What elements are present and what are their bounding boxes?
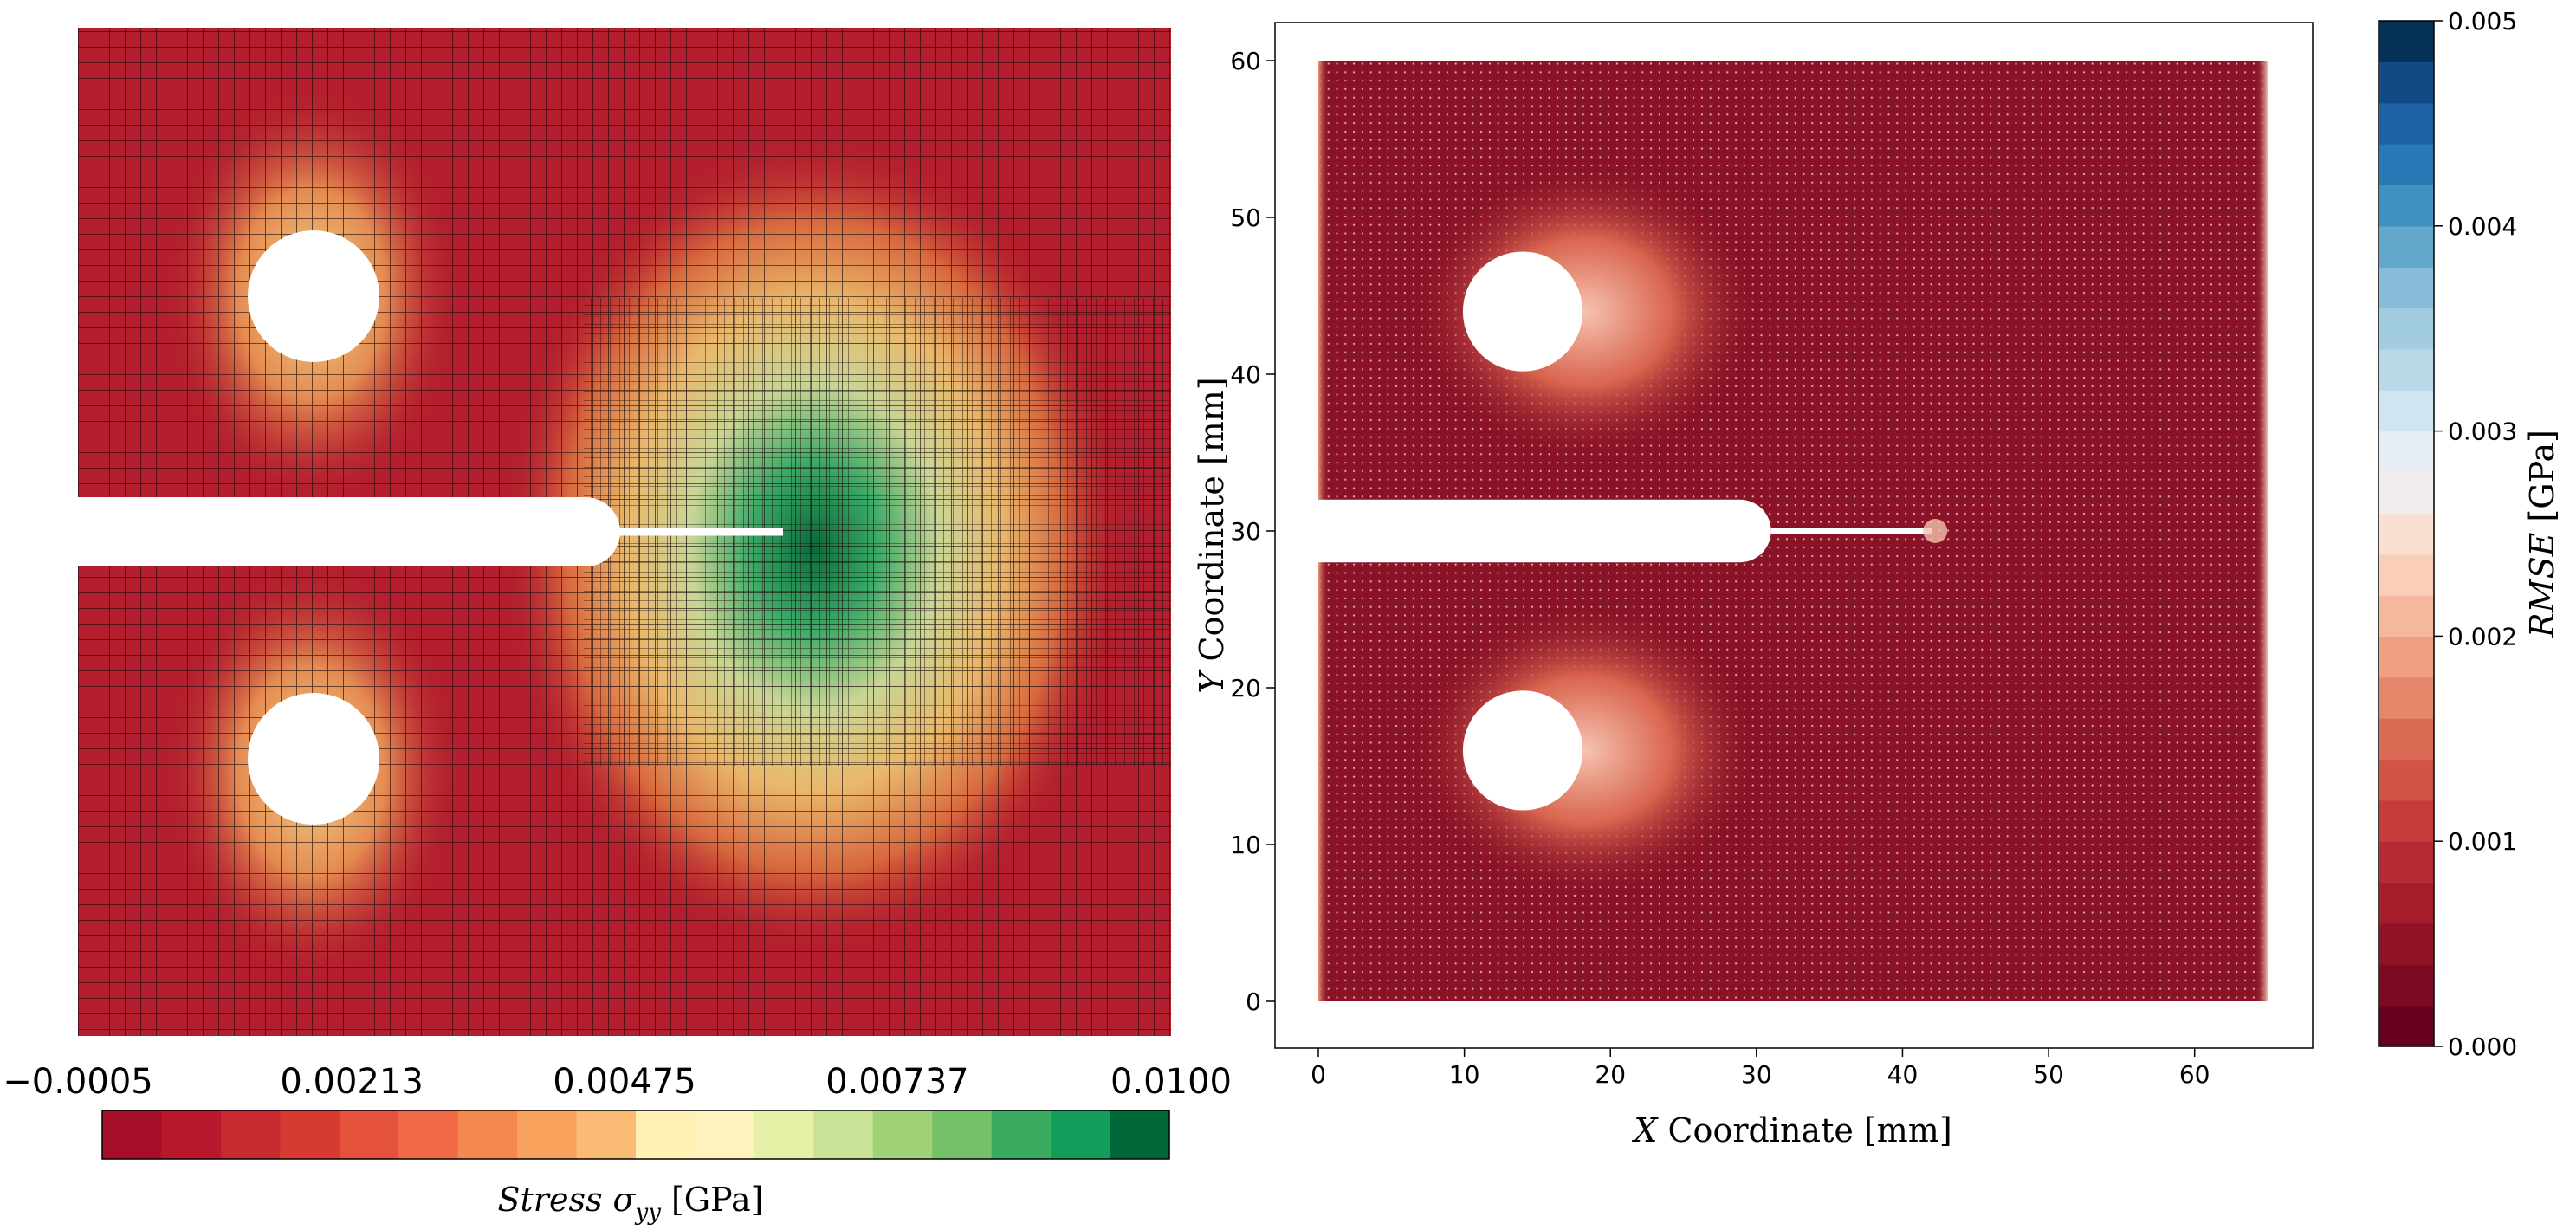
stress-colorbar-frame — [101, 1110, 1170, 1160]
rmse-y-tick-label: 0 — [1246, 987, 1261, 1016]
stress-colorbar-label: Stress σyy [GPa] — [498, 1181, 764, 1226]
rmse-colorbar-cell — [2379, 184, 2434, 227]
stress-colorbar-cell — [991, 1110, 1052, 1159]
rmse-axes: 0 10 20 30 40 50 60 0 10 20 30 40 50 60 — [1230, 47, 2210, 1089]
rmse-hole-upper — [1462, 251, 1583, 372]
rmse-colorbar-cell — [2379, 718, 2434, 761]
rmse-colorbar-cell — [2379, 841, 2434, 884]
rmse-geometry — [1317, 251, 1948, 811]
rmse-colorbar-cell — [2379, 308, 2434, 350]
stress-colorbar-cell — [576, 1110, 637, 1159]
rmse-colorbar-label: RMSE [GPa] — [2523, 430, 2561, 638]
rmse-y-tick-label: 10 — [1230, 831, 1261, 859]
stress-colorbar-cell — [517, 1110, 578, 1159]
notch — [76, 497, 620, 566]
stress-colorbar-cell — [1110, 1110, 1170, 1159]
rmse-colorbar-cell — [2379, 471, 2434, 514]
stress-colorbar-tick-label: 0.0100 — [1110, 1062, 1232, 1102]
rmse-colorbar-tick-label: 0.002 — [2448, 622, 2517, 651]
stress-colorbar-cell — [695, 1110, 755, 1159]
rmse-colorbar-tick-label: 0.000 — [2448, 1033, 2517, 1061]
stress-colorbar-cell — [457, 1110, 518, 1159]
rmse-colorbar-tick-label: 0.005 — [2448, 7, 2517, 36]
hole-upper — [248, 230, 379, 362]
rmse-y-tick-label: 40 — [1230, 360, 1261, 389]
rmse-colorbar-cell — [2379, 922, 2434, 965]
rmse-colorbar-cell — [2379, 882, 2434, 924]
stress-colorbar-cell — [813, 1110, 874, 1159]
stress-colorbar-cell — [398, 1110, 459, 1159]
rmse-colorbar-cells — [2379, 21, 2434, 1047]
rmse-right-edge-band — [2256, 61, 2268, 1001]
rmse-colorbar-cell — [2379, 430, 2434, 473]
stress-colorbar: −0.0005 0.00213 0.00475 0.00737 0.0100 Stres… — [3, 1062, 1232, 1226]
rmse-panel: 0 10 20 30 40 50 60 0 10 20 30 40 50 60 X Coordinate … — [1193, 22, 2314, 1149]
rmse-colorbar-cell — [2379, 144, 2434, 186]
stress-colorbar-tick-label: −0.0005 — [3, 1062, 152, 1102]
rmse-hole-region-lower — [1412, 603, 1758, 897]
rmse-colorbar: 0.000 0.001 0.002 0.003 0.004 0.005 RMSE [GPa… — [2378, 7, 2561, 1061]
stress-colorbar-cell — [1051, 1110, 1111, 1159]
rmse-colorbar-cell — [2379, 759, 2434, 801]
stress-colorbar-cell — [339, 1110, 399, 1159]
stress-colorbar-tick-label: 0.00737 — [825, 1062, 968, 1102]
rmse-colorbar-cell — [2379, 102, 2434, 145]
stress-colorbar-cell — [220, 1110, 281, 1159]
stress-colorbar-cell — [754, 1110, 814, 1159]
rmse-colorbar-tick-label: 0.003 — [2448, 418, 2517, 446]
stress-colorbar-cell — [280, 1110, 340, 1159]
stress-colorbar-tick-label: 0.00213 — [280, 1062, 423, 1102]
rmse-colorbar-ticks: 0.000 0.001 0.002 0.003 0.004 0.005 — [2434, 7, 2517, 1061]
rmse-x-axis-label: X Coordinate [mm] — [1631, 1111, 1951, 1149]
rmse-colorbar-cell — [2379, 348, 2434, 391]
rmse-colorbar-cell — [2379, 62, 2434, 104]
rmse-colorbar-frame — [2378, 20, 2435, 1047]
rmse-colorbar-cell — [2379, 267, 2434, 309]
rmse-x-tick-label: 40 — [1887, 1060, 1919, 1089]
rmse-y-tick-label: 30 — [1230, 517, 1261, 546]
stress-colorbar-ticks: −0.0005 0.00213 0.00475 0.00737 0.0100 — [3, 1062, 1232, 1102]
rmse-y-tick-label: 50 — [1230, 204, 1261, 232]
rmse-x-tick-label: 0 — [1311, 1060, 1326, 1089]
rmse-colorbar-cell — [2379, 21, 2434, 62]
rmse-y-tick-label: 60 — [1230, 47, 1261, 75]
rmse-colorbar-cell — [2379, 225, 2434, 268]
stress-panel — [76, 28, 1171, 1036]
rmse-x-tick-label: 50 — [2033, 1060, 2064, 1089]
rmse-colorbar-tick-label: 0.004 — [2448, 212, 2517, 241]
stress-colorbar-cell — [161, 1110, 222, 1159]
stress-colorbar-cell — [872, 1110, 933, 1159]
rmse-colorbar-cell — [2379, 1005, 2434, 1047]
rmse-x-tick-label: 30 — [1741, 1060, 1772, 1089]
rmse-colorbar-tick-label: 0.001 — [2448, 827, 2517, 856]
rmse-colorbar-cell — [2379, 964, 2434, 1007]
rmse-notch — [1317, 499, 1771, 563]
rmse-x-tick-label: 10 — [1449, 1060, 1480, 1089]
stress-colorbar-cell — [636, 1110, 696, 1159]
stress-colorbar-tick-label: 0.00475 — [553, 1062, 696, 1102]
rmse-hole-lower — [1462, 690, 1583, 811]
rmse-y-axis-label: Y Coordinate [mm] — [1193, 377, 1231, 693]
rmse-colorbar-cell — [2379, 390, 2434, 432]
rmse-x-tick-label: 60 — [2179, 1060, 2210, 1089]
rmse-colorbar-cell — [2379, 595, 2434, 637]
rmse-x-tick-label: 20 — [1595, 1060, 1626, 1089]
stress-colorbar-cell — [102, 1110, 163, 1159]
rmse-colorbar-cell — [2379, 554, 2434, 596]
rmse-y-tick-label: 20 — [1230, 674, 1261, 702]
rmse-crack-tip-hotspot — [1923, 519, 1948, 543]
stress-colorbar-cells — [102, 1110, 1170, 1159]
hole-lower — [248, 693, 379, 825]
rmse-colorbar-cell — [2379, 513, 2434, 555]
rmse-colorbar-cell — [2379, 636, 2434, 678]
rmse-colorbar-cell — [2379, 800, 2434, 842]
rmse-colorbar-cell — [2379, 676, 2434, 719]
rmse-hole-region-upper — [1412, 165, 1758, 459]
stress-colorbar-cell — [932, 1110, 993, 1159]
